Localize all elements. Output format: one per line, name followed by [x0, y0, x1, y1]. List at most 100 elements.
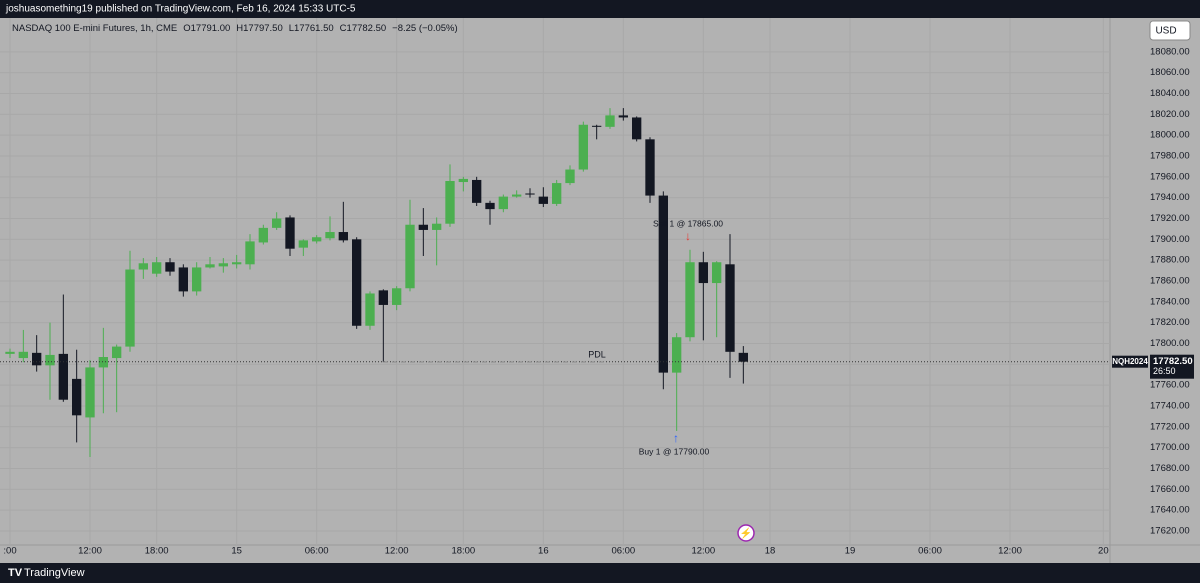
candle-body: [472, 179, 482, 203]
candle-body: [565, 169, 575, 184]
candle-body: [552, 183, 562, 204]
y-tick-label: 17940.00: [1150, 192, 1190, 203]
candle-body: [5, 351, 15, 354]
candle-body: [218, 263, 228, 267]
candle-body: [98, 357, 108, 368]
y-tick-label: 17900.00: [1150, 234, 1190, 245]
symbol-title: NASDAQ 100 E-mini Futures, 1h, CME: [12, 23, 177, 34]
y-tick-label: 18060.00: [1150, 67, 1190, 78]
candle-body: [85, 367, 95, 418]
candle-body: [498, 196, 508, 210]
candle-body: [178, 267, 188, 292]
brand-logo: TV: [8, 567, 23, 579]
candle-body: [725, 264, 735, 352]
x-tick-label: 16: [538, 546, 549, 557]
y-tick-label: 17960.00: [1150, 171, 1190, 182]
y-tick-label: 17980.00: [1150, 151, 1190, 162]
chart-legend: NASDAQ 100 E-mini Futures, 1h, CME O17791…: [12, 23, 458, 34]
y-tick-label: 18040.00: [1150, 88, 1190, 99]
candle-body: [32, 352, 42, 366]
legend-low: L17761.50: [289, 23, 334, 34]
y-tick-label: 17840.00: [1150, 296, 1190, 307]
event-icon-glyph: ⚡: [740, 527, 752, 540]
candle-body: [58, 353, 68, 400]
currency-box[interactable]: [1149, 20, 1191, 41]
pdl-label: PDL: [588, 349, 606, 359]
candle-body: [45, 354, 55, 366]
y-tick-label: 17620.00: [1150, 525, 1190, 536]
candle-body: [72, 378, 82, 416]
y-tick-label: 17760.00: [1150, 380, 1190, 391]
candle-body: [298, 240, 308, 248]
candle-body: [605, 115, 615, 127]
y-tick-label: 17740.00: [1150, 400, 1190, 411]
last-price-label: 17782.50: [1153, 356, 1193, 367]
candle-body: [698, 262, 708, 284]
x-tick-label: 06:00: [305, 546, 329, 557]
candle-body: [525, 193, 535, 195]
y-tick-label: 17800.00: [1150, 338, 1190, 349]
candle-body: [685, 262, 695, 338]
candle-body: [405, 224, 415, 289]
candle-body: [538, 196, 548, 204]
candle-body: [432, 223, 442, 230]
candle-body: [485, 202, 495, 210]
x-tick-label: 12:00: [78, 546, 102, 557]
candle-body: [392, 288, 402, 305]
x-tick-label: 06:00: [611, 546, 635, 557]
buy-annotation: Buy 1 @ 17790.00: [639, 446, 710, 456]
candle-body: [192, 267, 202, 292]
candle-body: [18, 351, 28, 359]
candle-body: [325, 232, 335, 239]
last-price-tag: [1150, 354, 1194, 379]
candle-body: [378, 290, 388, 305]
y-tick-label: 18020.00: [1150, 109, 1190, 120]
candle-body: [205, 264, 215, 268]
event-icon[interactable]: [737, 524, 755, 542]
byline: joshuasomething19 published on TradingVi…: [5, 4, 356, 15]
candle-body: [618, 115, 628, 118]
candle-body: [418, 224, 428, 230]
x-tick-label: 18: [765, 546, 776, 557]
candle-body: [112, 346, 122, 359]
sell-arrow: ↓: [685, 229, 691, 243]
y-tick-label: 17820.00: [1150, 317, 1190, 328]
candle-body: [258, 227, 268, 243]
symbol-label: NQH2024: [1112, 357, 1148, 366]
x-tick-label: 15: [231, 546, 242, 557]
y-tick-label: 17680.00: [1150, 463, 1190, 474]
currency: USD: [1155, 26, 1176, 37]
legend-close: C17782.50: [340, 23, 386, 34]
y-tick-label: 18080.00: [1150, 46, 1190, 57]
x-tick-label: 12:00: [998, 546, 1022, 557]
sell-annotation: Sell 1 @ 17865.00: [653, 218, 723, 228]
candle-body: [592, 125, 602, 127]
candle-body: [645, 139, 655, 196]
candle-body: [458, 178, 468, 183]
candle-body: [125, 269, 135, 347]
x-tick-label: 20: [1098, 546, 1109, 557]
y-tick-label: 17860.00: [1150, 275, 1190, 286]
candle-body: [738, 352, 748, 362]
candle-body: [632, 117, 642, 140]
candle-body: [138, 263, 148, 270]
legend-high: H17797.50: [236, 23, 282, 34]
candle-body: [272, 218, 282, 228]
buy-arrow: ↑: [673, 431, 679, 445]
candle-body: [578, 124, 588, 170]
candle-body: [672, 337, 682, 373]
brand: TradingView: [24, 567, 85, 579]
candle-body: [312, 237, 322, 242]
y-tick-label: 17700.00: [1150, 442, 1190, 453]
candle-body: [658, 195, 668, 373]
candle-body: [712, 262, 722, 284]
x-tick-label: 18:00: [145, 546, 169, 557]
candle-body: [338, 232, 348, 241]
candle-body: [352, 239, 362, 326]
candle-body: [285, 217, 295, 249]
y-tick-label: 17660.00: [1150, 484, 1190, 495]
y-tick-label: 17920.00: [1150, 213, 1190, 224]
y-tick-label: 17720.00: [1150, 421, 1190, 432]
candle-body: [512, 194, 522, 197]
